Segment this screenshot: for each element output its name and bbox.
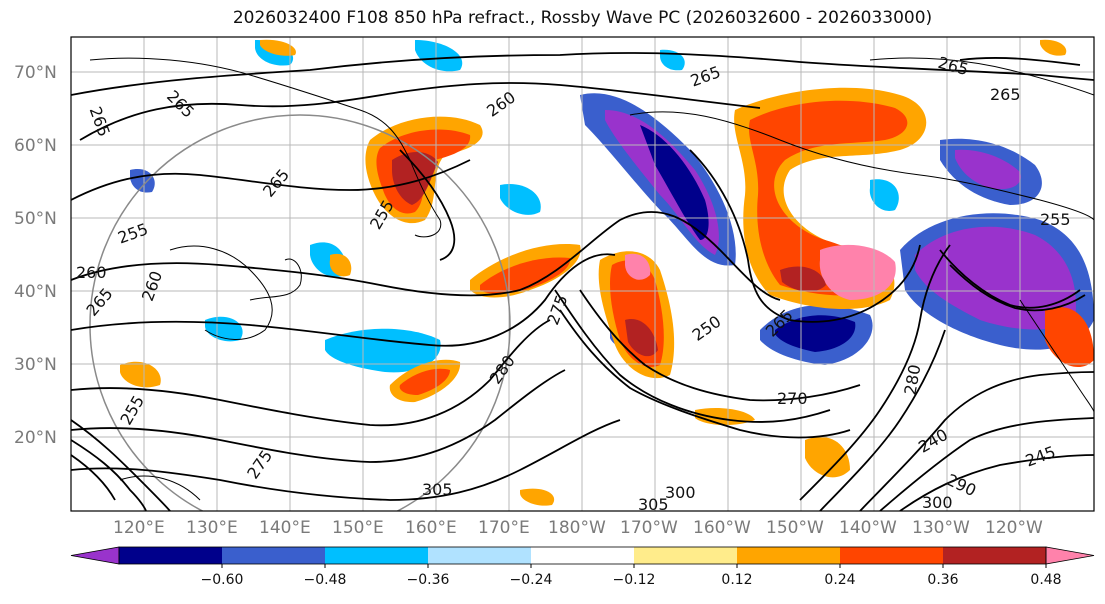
colorbar-tick-label: 0.24: [824, 572, 855, 588]
colorbar-cell: [840, 547, 943, 564]
contour-label: 300: [665, 483, 696, 502]
longitude-label: 120°W: [985, 518, 1043, 538]
longitude-label: 150°E: [332, 518, 384, 538]
colorbar-tick-label: 0.12: [721, 572, 752, 588]
contour-label: 260: [76, 263, 107, 282]
latitude-labels: 20°N 30°N 40°N 50°N 60°N 70°N: [14, 63, 57, 448]
positive-anomaly-shading: [120, 39, 1094, 506]
longitude-labels: 120°E 130°E 140°E 150°E 160°E 170°E 180°…: [113, 518, 1043, 538]
colorbar-cell: [428, 547, 531, 564]
colorbar-cell: [737, 547, 840, 564]
contour-label: 265: [990, 85, 1021, 104]
latitude-label: 60°N: [14, 136, 57, 156]
longitude-label: 160°W: [693, 518, 751, 538]
colorbar: −0.60 −0.48 −0.36 −0.24 −0.12 0.12 0.24 0.36 0.4…: [70, 546, 1095, 588]
colorbar-tick-label: 0.48: [1030, 572, 1061, 588]
colorbar-cell: [325, 547, 428, 564]
latitude-label: 70°N: [14, 63, 57, 83]
colorbar-cell: [531, 547, 634, 564]
longitude-label: 130°W: [912, 518, 970, 538]
colorbar-tick-label: −0.12: [613, 572, 656, 588]
colorbar-extend-low: [70, 546, 120, 565]
colorbar-tick-label: −0.24: [510, 572, 553, 588]
contour-label: 270: [777, 389, 808, 408]
colorbar-cell: [634, 547, 737, 564]
longitude-label: 140°E: [259, 518, 311, 538]
latitude-label: 20°N: [14, 428, 57, 448]
contour-label: 305: [422, 480, 453, 499]
latitude-label: 50°N: [14, 209, 57, 229]
colorbar-tick-label: −0.48: [304, 572, 347, 588]
map-frame: [70, 36, 1095, 512]
longitude-label: 160°E: [405, 518, 457, 538]
longitude-label: 130°E: [186, 518, 238, 538]
colorbar-ticks: −0.60 −0.48 −0.36 −0.24 −0.12 0.12 0.24 0.36 0.4…: [201, 564, 1062, 588]
colorbar-cell: [943, 547, 1046, 564]
height-contours: [71, 52, 1094, 511]
contour-label: 255: [1040, 210, 1071, 229]
colorbar-tick-label: 0.36: [927, 572, 958, 588]
colorbar-outline: [118, 546, 1047, 565]
map-title: 2026032400 F108 850 hPa refract., Rossby…: [232, 8, 933, 28]
longitude-label: 150°W: [766, 518, 824, 538]
longitude-label: 180°W: [548, 518, 606, 538]
map-panel: 265 265 260 265 265 265 255 255 265 260 …: [71, 37, 1094, 514]
colorbar-extend-high: [1045, 546, 1095, 565]
coastlines: [89, 57, 1094, 501]
contour-label: 305: [638, 495, 669, 514]
longitude-label: 140°W: [839, 518, 897, 538]
colorbar-cells: [70, 546, 1095, 565]
longitude-label: 170°E: [478, 518, 530, 538]
colorbar-cell: [119, 547, 222, 564]
longitude-label: 170°W: [620, 518, 678, 538]
longitude-label: 120°E: [113, 518, 165, 538]
contour-label: 300: [922, 493, 953, 512]
latitude-label: 40°N: [14, 282, 57, 302]
reference-circles: [89, 114, 511, 511]
colorbar-tick-label: −0.36: [407, 572, 450, 588]
colorbar-tick-label: −0.60: [201, 572, 244, 588]
latitude-label: 30°N: [14, 355, 57, 375]
colorbar-cell: [222, 547, 325, 564]
